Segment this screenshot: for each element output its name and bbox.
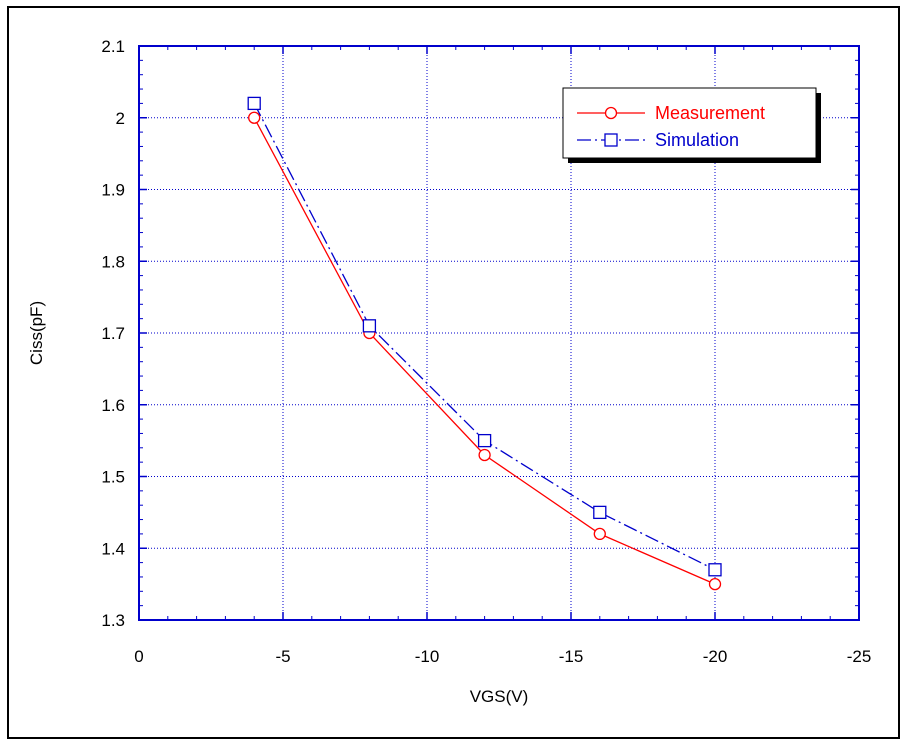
x-tick-label: 0	[134, 647, 143, 666]
y-tick-label: 1.7	[101, 324, 125, 343]
data-point-simulation	[708, 563, 722, 577]
data-point-simulation	[477, 433, 492, 448]
ticks-layer	[138, 45, 860, 621]
x-tick-label: -5	[275, 647, 290, 666]
x-tick-label: -20	[703, 647, 728, 666]
legend-marker-simulation	[604, 133, 618, 147]
y-tick-label: 2.1	[101, 37, 125, 56]
series-line-simulation	[253, 103, 716, 571]
data-point-measurement	[248, 111, 261, 124]
y-tick-labels: 1.3 1.4 1.5 1.6 1.7 1.8 1.9 2 2.1	[101, 37, 125, 630]
series-layer	[247, 96, 722, 591]
legend-label-measurement: Measurement	[655, 103, 765, 123]
data-point-simulation	[362, 319, 377, 333]
legend-marker-measurement	[604, 106, 618, 120]
x-tick-labels: 0 -5 -10 -15 -20 -25	[134, 647, 871, 666]
series-line-measurement	[253, 117, 716, 585]
y-tick-label: 1.4	[101, 539, 125, 558]
y-tick-label: 2	[116, 109, 125, 128]
y-tick-label: 1.3	[101, 611, 125, 630]
legend-label-simulation: Simulation	[655, 130, 739, 150]
y-axis-label: Ciss(pF)	[27, 301, 46, 365]
x-tick-label: -25	[847, 647, 872, 666]
data-point-simulation	[247, 96, 261, 111]
x-tick-label: -10	[415, 647, 440, 666]
y-tick-label: 1.8	[101, 252, 125, 271]
data-point-measurement	[708, 577, 722, 591]
x-tick-label: -15	[559, 647, 584, 666]
data-point-measurement	[478, 448, 491, 462]
legend: Measurement Simulation	[562, 87, 821, 163]
data-point-measurement	[593, 527, 606, 541]
y-tick-label: 1.5	[101, 468, 125, 487]
x-axis-label: VGS(V)	[470, 687, 529, 706]
data-point-simulation	[593, 505, 607, 520]
y-tick-label: 1.6	[101, 396, 125, 415]
y-tick-label: 1.9	[101, 181, 125, 200]
